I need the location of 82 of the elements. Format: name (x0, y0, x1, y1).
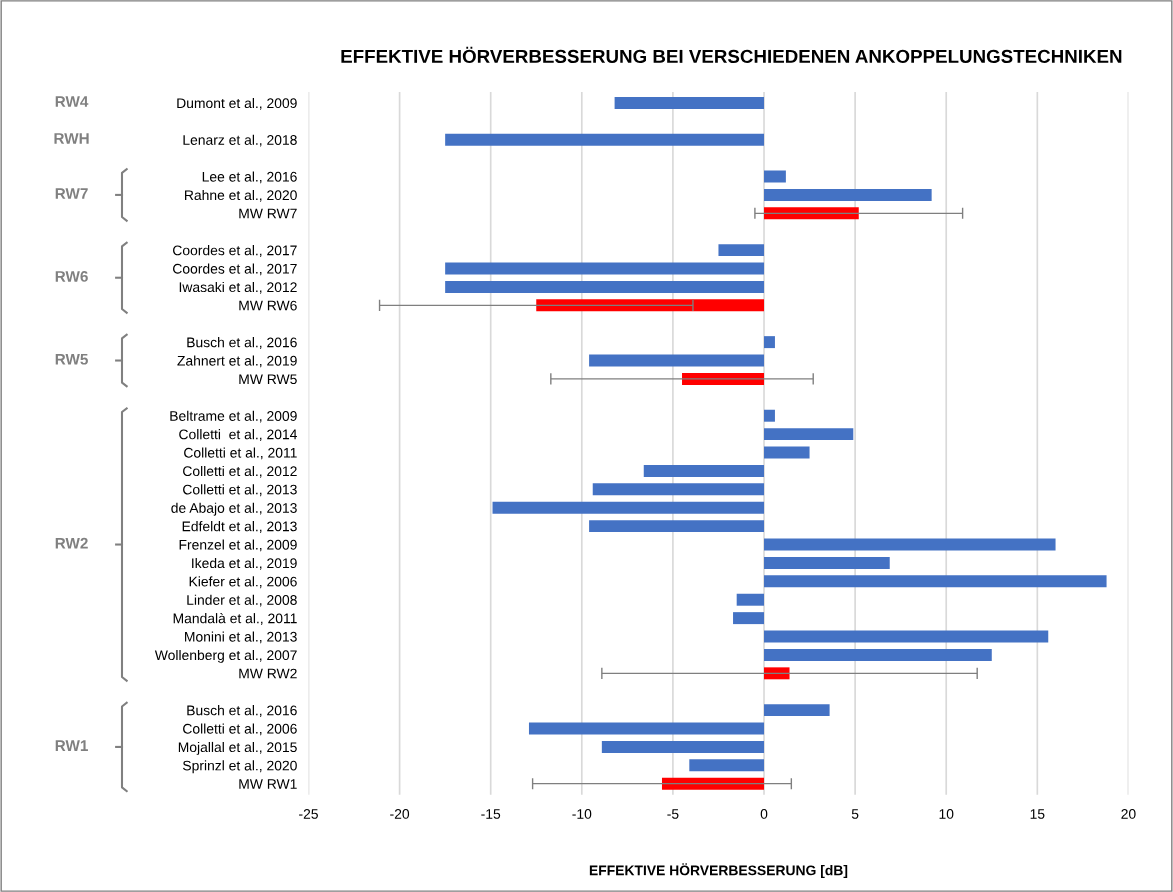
y-tick-label: Busch et al., 2016 (187, 337, 297, 349)
text: RW2 (55, 537, 88, 549)
text: RW6 (55, 271, 88, 282)
y-tick-label: MW RW7 (239, 208, 297, 219)
bar (764, 667, 790, 680)
y-tick-label: Colletti et al., 2011 (184, 447, 297, 460)
y-tick-label: Colletti et al., 2012 (183, 465, 297, 478)
bar (445, 262, 765, 275)
x-tick-label: 5 (851, 809, 859, 819)
bar (764, 336, 775, 349)
y-tick-label: Mandalà et al., 2011 (173, 612, 297, 625)
bar (764, 446, 810, 459)
bar (764, 170, 786, 183)
bar (445, 133, 765, 146)
bar (536, 299, 765, 312)
bar (592, 483, 765, 496)
bar (492, 501, 765, 514)
y-tick-label: Dumont et al., 2009 (177, 97, 297, 110)
bar (764, 556, 890, 569)
y-tick-label: Lee et al., 2016 (202, 171, 297, 184)
y-tick-label: MW RW6 (239, 300, 297, 311)
bar (764, 188, 932, 201)
bar (601, 740, 765, 753)
y-tick-label: Beltrame et al., 2009 (170, 410, 297, 423)
bar (689, 759, 765, 772)
y-tick-label: Colletti et al., 2006 (183, 723, 297, 736)
x-tick-label: 15 (1030, 809, 1045, 819)
bar (764, 428, 854, 441)
bar (764, 207, 859, 220)
y-tick-label: Colletti et al., 2013 (183, 484, 297, 497)
y-tick-label: MW RW2 (239, 668, 297, 679)
y-tick-label: Coordes et al., 2017 (173, 245, 297, 257)
x-tick-label: -25 (299, 809, 318, 819)
bar (589, 520, 765, 533)
bar (528, 722, 765, 735)
y-tick-label: de Abajo et al., 2013 (171, 502, 297, 516)
x-tick-label: 20 (1121, 809, 1136, 819)
y-tick-label: Wollenberg et al., 2007 (154, 649, 297, 663)
bar (718, 244, 765, 257)
bar (614, 96, 765, 109)
bar (764, 704, 830, 717)
y-tick-label: Sprinzl et al., 2020 (182, 760, 297, 774)
x-tick-label: 10 (939, 809, 954, 819)
x-tick-label: 0 (760, 809, 768, 819)
x-tick-label: -10 (572, 809, 592, 819)
y-tick-label: Busch et al., 2016 (187, 705, 297, 717)
bar (764, 630, 1049, 643)
bar (733, 612, 765, 625)
y-tick-label: Coordes et al., 2017 (173, 263, 297, 276)
y-tick-label: MW RW5 (239, 374, 297, 385)
x-tick-label: -15 (481, 809, 501, 819)
bar (736, 593, 765, 606)
y-tick-label: Lenarz et al., 2018 (183, 134, 297, 147)
y-tick-label: Monini et al., 2013 (185, 631, 297, 644)
bar (764, 538, 1056, 551)
x-axis-title: EFFEKTIVE HÖRVERBESSERUNG [dB] (589, 863, 848, 879)
bar (643, 464, 765, 477)
bar (764, 409, 775, 422)
y-tick-label: Rahne et al., 2020 (185, 189, 297, 202)
text: RW7 (55, 188, 88, 199)
bar (589, 354, 765, 367)
y-tick-label: Colletti et al., 2014 (179, 429, 297, 441)
bar (764, 648, 992, 661)
y-tick-label: MW RW1 (239, 779, 297, 789)
x-tick-label: -5 (667, 809, 679, 819)
y-tick-label: Edfeldt et al., 2013 (182, 521, 297, 533)
text: RW1 (55, 740, 88, 751)
bar (764, 575, 1107, 588)
bar (445, 280, 765, 293)
text: RWH (54, 133, 89, 144)
y-tick-label: Linder et al., 2008 (187, 594, 297, 607)
bar (661, 777, 765, 790)
text: RW5 (55, 353, 88, 365)
y-tick-label: Kiefer et al., 2006 (189, 576, 297, 589)
text: RW4 (55, 96, 89, 107)
y-tick-label: Ikeda et al., 2019 (192, 557, 297, 570)
y-tick-label: Zahnert et al., 2019 (177, 355, 297, 368)
chart-title: EFFEKTIVE HÖRVERBESSERUNG BEI VERSCHIEDENEN ANKOPPELUNGSTECHNIKEN (341, 46, 1122, 64)
y-tick-label: Mojallal et al., 2015 (178, 741, 297, 755)
x-tick-label: -20 (390, 809, 410, 819)
y-tick-label: Iwasaki et al., 2012 (179, 281, 297, 294)
y-tick-label: Frenzel et al., 2009 (179, 539, 297, 552)
